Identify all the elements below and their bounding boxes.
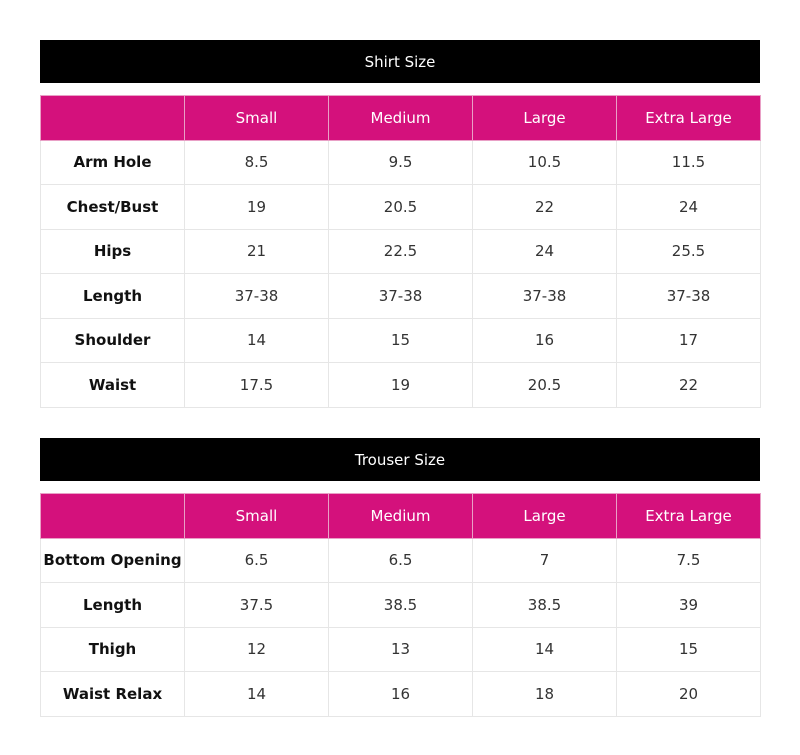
row-label: Waist [40,362,185,408]
table-row: Chest/Bust 19 20.5 22 24 [40,184,761,230]
table-cell: 14 [184,671,329,717]
column-header: Large [472,493,617,539]
column-header [40,95,185,141]
row-label: Thigh [40,626,185,672]
table-cell: 39 [616,582,761,628]
trouser-size-title: Trouser Size [40,438,760,481]
table-cell: 38.5 [472,582,617,628]
table-cell: 37.5 [184,582,329,628]
table-cell: 8.5 [184,139,329,185]
table-cell: 20.5 [472,362,617,408]
table-cell: 25.5 [616,228,761,274]
table-row: Arm Hole 8.5 9.5 10.5 11.5 [40,139,761,185]
table-row: Length 37-38 37-38 37-38 37-38 [40,273,761,319]
table-cell: 21 [184,228,329,274]
table-cell: 37-38 [328,273,473,319]
table-cell: 19 [184,184,329,230]
header-row: Small Medium Large Extra Large [40,493,761,539]
row-label: Waist Relax [40,671,185,717]
header-row: Small Medium Large Extra Large [40,95,761,141]
table-cell: 7.5 [616,537,761,583]
table-cell: 22 [616,362,761,408]
table-cell: 16 [328,671,473,717]
table-row: Hips 21 22.5 24 25.5 [40,228,761,274]
column-header [40,493,185,539]
table-cell: 10.5 [472,139,617,185]
table-cell: 12 [184,626,329,672]
column-header: Medium [328,95,473,141]
column-header: Large [472,95,617,141]
table-cell: 17 [616,317,761,363]
column-header: Medium [328,493,473,539]
column-header: Small [184,95,329,141]
row-label: Bottom Opening [40,537,185,583]
table-cell: 6.5 [184,537,329,583]
table-cell: 38.5 [328,582,473,628]
trouser-size-table: Small Medium Large Extra Large Bottom Openin… [40,493,761,717]
table-cell: 15 [616,626,761,672]
table-cell: 14 [472,626,617,672]
table-row: Length 37.5 38.5 38.5 39 [40,582,761,628]
table-cell: 20 [616,671,761,717]
table-cell: 7 [472,537,617,583]
table-row: Waist Relax 14 16 18 20 [40,671,761,717]
table-cell: 22 [472,184,617,230]
column-header: Extra Large [616,493,761,539]
table-cell: 17.5 [184,362,329,408]
row-label: Hips [40,228,185,274]
table-cell: 22.5 [328,228,473,274]
table-row: Thigh 12 13 14 15 [40,626,761,672]
table-cell: 6.5 [328,537,473,583]
table-row: Bottom Opening 6.5 6.5 7 7.5 [40,537,761,583]
row-label: Chest/Bust [40,184,185,230]
table-cell: 9.5 [328,139,473,185]
table-cell: 19 [328,362,473,408]
row-label: Arm Hole [40,139,185,185]
table-row: Waist 17.5 19 20.5 22 [40,362,761,408]
table-cell: 11.5 [616,139,761,185]
shirt-size-title: Shirt Size [40,40,760,83]
table-cell: 24 [616,184,761,230]
table-cell: 18 [472,671,617,717]
column-header: Small [184,493,329,539]
row-label: Shoulder [40,317,185,363]
table-cell: 16 [472,317,617,363]
shirt-size-table: Small Medium Large Extra Large Arm Hole 8.5 9.… [40,95,761,408]
column-header: Extra Large [616,95,761,141]
table-cell: 14 [184,317,329,363]
table-cell: 13 [328,626,473,672]
table-cell: 15 [328,317,473,363]
row-label: Length [40,582,185,628]
table-cell: 24 [472,228,617,274]
table-row: Shoulder 14 15 16 17 [40,317,761,363]
table-cell: 37-38 [472,273,617,319]
table-cell: 37-38 [184,273,329,319]
row-label: Length [40,273,185,319]
table-cell: 20.5 [328,184,473,230]
table-cell: 37-38 [616,273,761,319]
